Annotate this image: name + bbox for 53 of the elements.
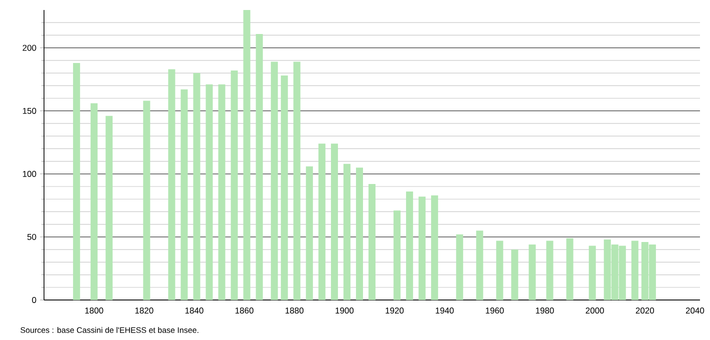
bar xyxy=(306,166,313,300)
bar xyxy=(106,116,113,300)
x-tick-label: 2040 xyxy=(686,308,704,314)
bar xyxy=(631,240,638,300)
bar xyxy=(256,34,263,300)
x-tick-label: 1940 xyxy=(436,308,454,314)
bar xyxy=(356,168,363,300)
bar xyxy=(456,234,464,300)
bar xyxy=(528,244,536,300)
y-tick-label: 200 xyxy=(22,44,36,51)
bar xyxy=(193,73,200,300)
x-tick-label: 1820 xyxy=(135,308,154,314)
bar xyxy=(511,250,518,300)
bar xyxy=(476,230,484,300)
bar xyxy=(318,144,326,300)
bar xyxy=(243,10,250,300)
y-tick-label: 0 xyxy=(32,296,36,303)
bar xyxy=(168,69,176,300)
bar xyxy=(588,246,596,300)
bar xyxy=(496,240,504,300)
bar xyxy=(566,238,574,300)
bar xyxy=(368,184,376,300)
bar xyxy=(206,84,213,300)
bar xyxy=(280,76,288,300)
bar xyxy=(90,103,98,300)
x-tick-label: 1980 xyxy=(536,308,554,314)
bar xyxy=(180,89,188,300)
x-tick-label: 1900 xyxy=(336,308,354,314)
x-tick-label: 2020 xyxy=(636,308,654,314)
bar xyxy=(73,62,80,300)
bar xyxy=(406,192,414,300)
bar xyxy=(218,84,226,300)
x-tick-label: 1840 xyxy=(185,308,204,314)
y-tick-label: 150 xyxy=(22,108,36,114)
y-tick-label: 100 xyxy=(22,170,36,177)
bar xyxy=(431,195,438,300)
bar xyxy=(546,240,554,300)
y-tick-label: 50 xyxy=(27,234,36,240)
bar xyxy=(293,62,300,300)
x-tick-label: 1960 xyxy=(486,308,504,314)
x-tick-label: 1880 xyxy=(286,308,304,314)
x-tick-label: 1800 xyxy=(85,308,104,314)
bar xyxy=(418,196,426,300)
source-note: Sources : base Cassini de l'EHESS et base Insee. xyxy=(20,327,198,333)
x-tick-label: 1860 xyxy=(236,308,254,314)
bar xyxy=(343,164,350,300)
bar xyxy=(330,144,338,300)
bar xyxy=(143,100,150,300)
bar xyxy=(230,70,238,300)
x-tick-label: 2000 xyxy=(586,308,604,314)
bar xyxy=(394,210,401,300)
bar xyxy=(270,62,278,300)
x-tick-label: 1920 xyxy=(386,308,404,314)
